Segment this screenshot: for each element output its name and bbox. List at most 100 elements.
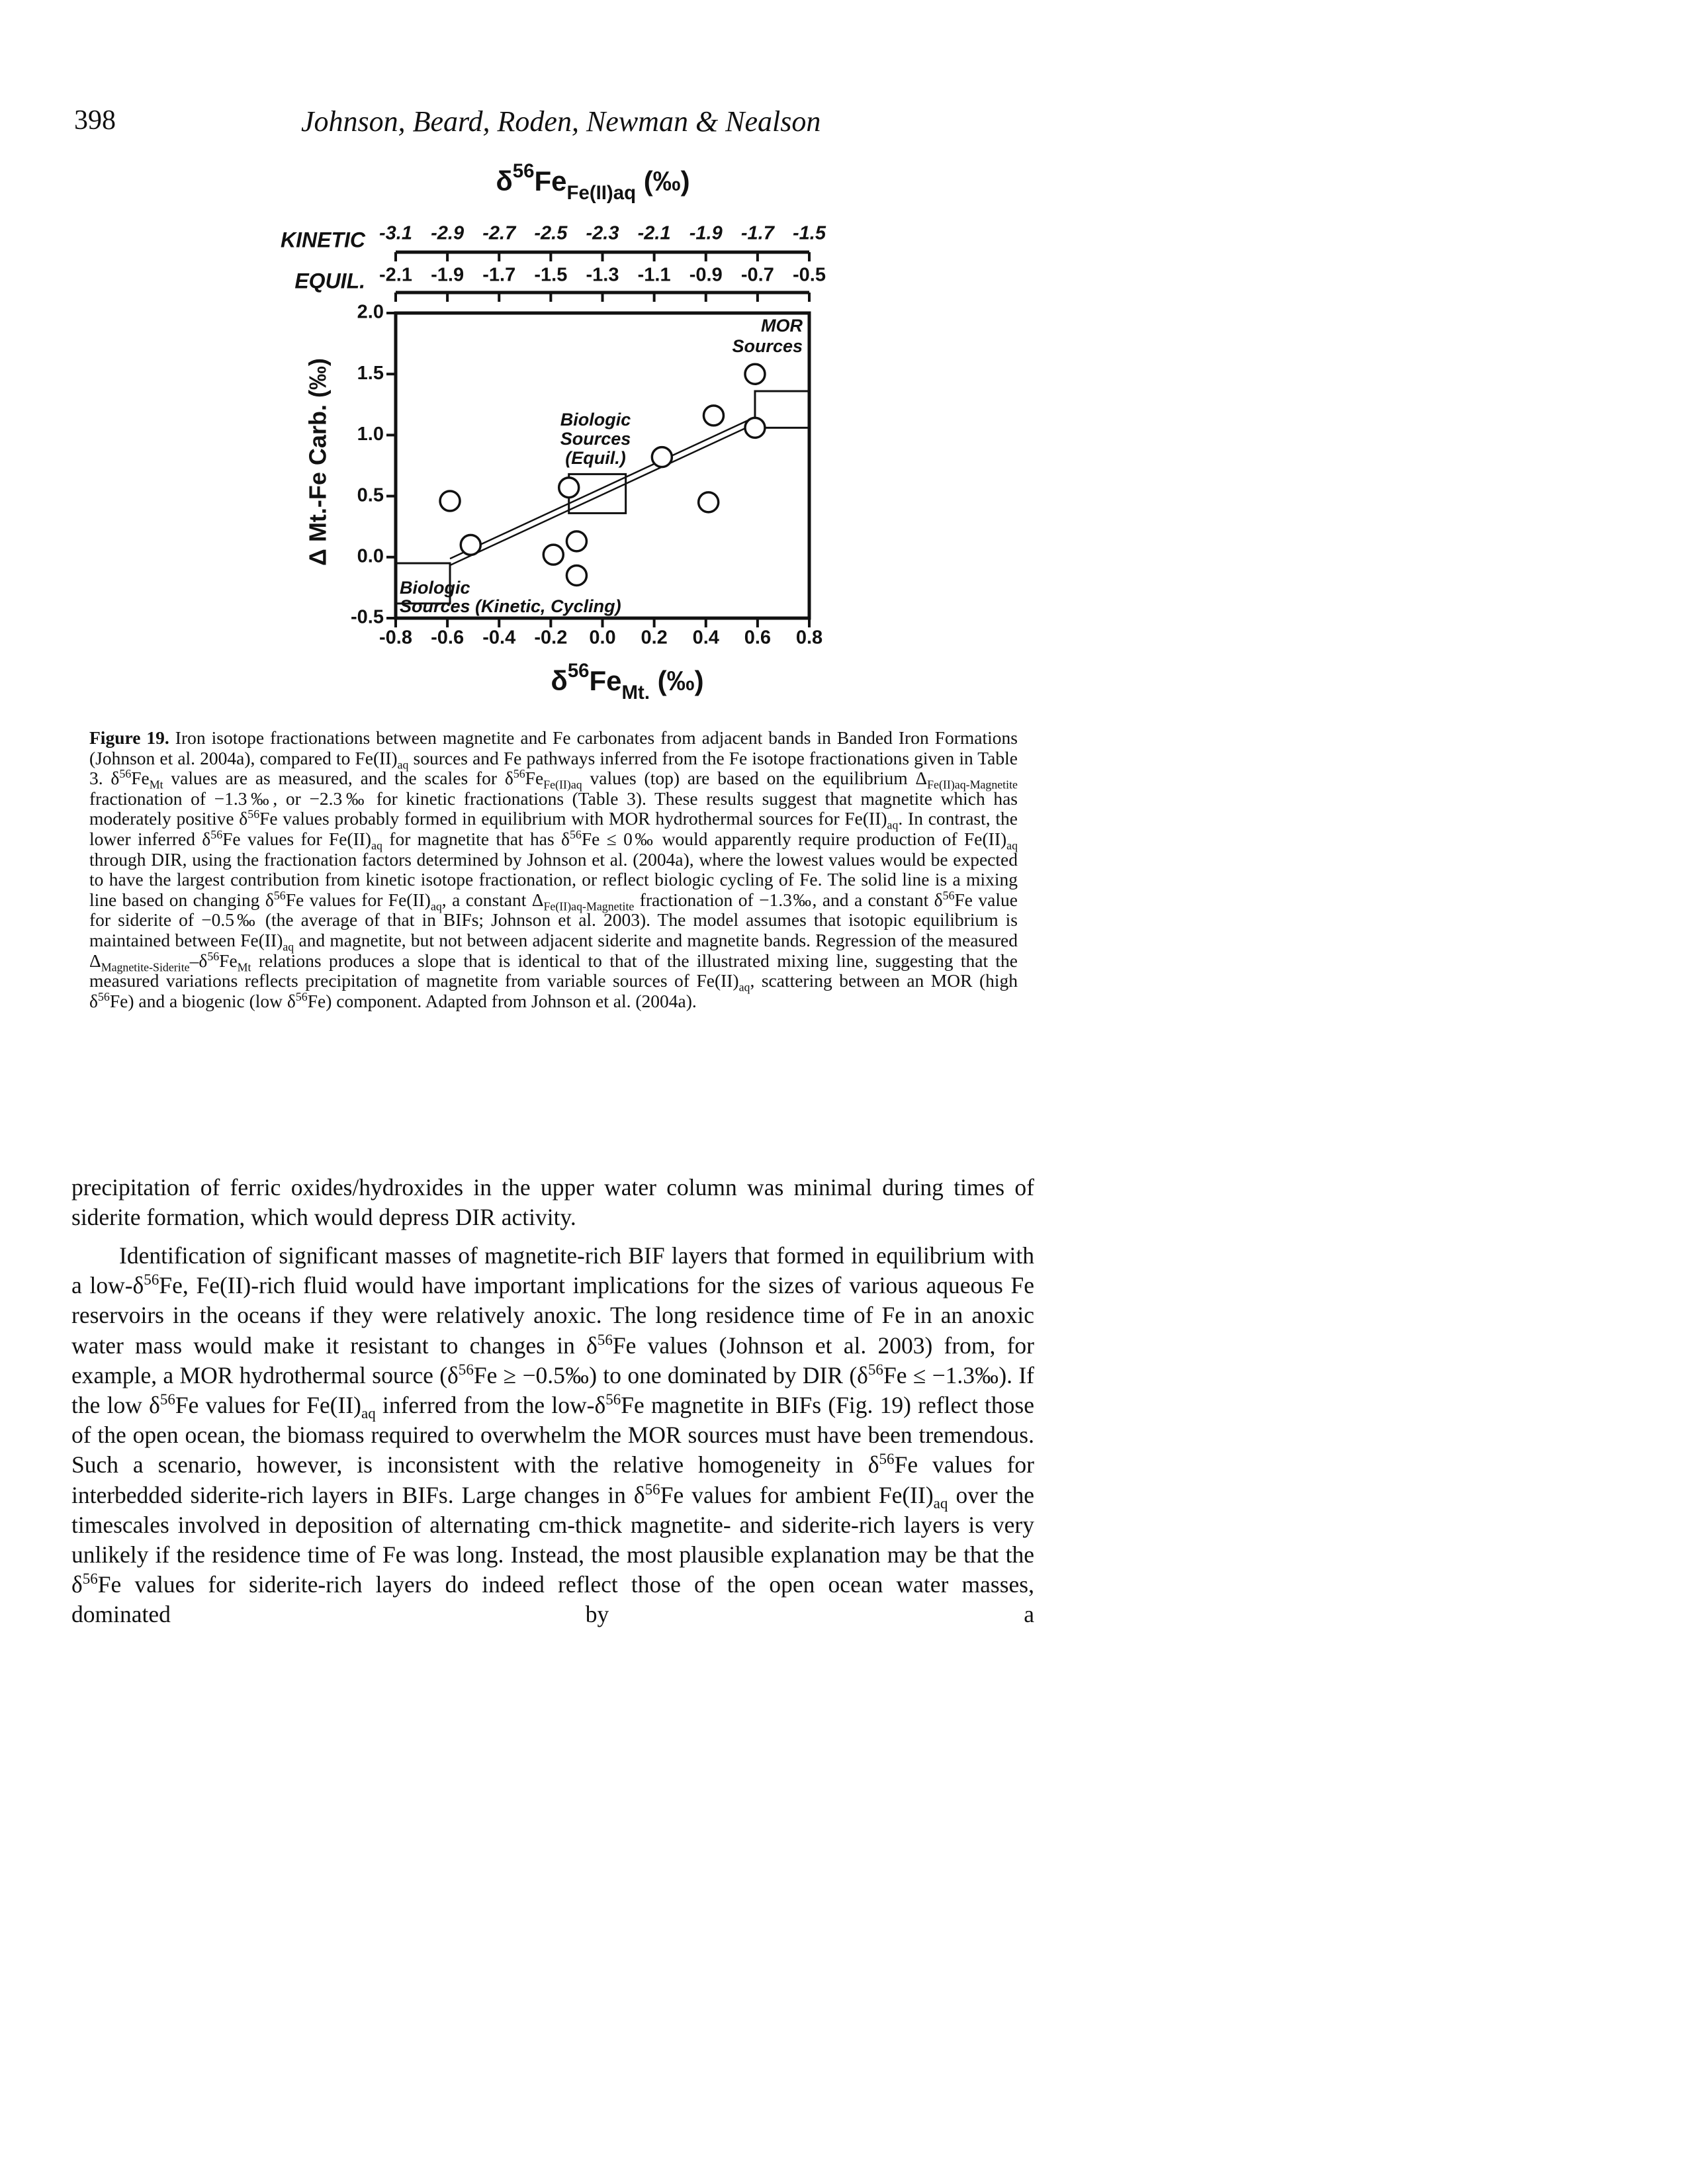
subscript: aq xyxy=(361,1404,376,1422)
superscript: 56 xyxy=(97,989,110,1003)
text-run: Fe ≥ −0.5‰) to one dominated by DIR (δ xyxy=(473,1361,868,1388)
y-axis-title: Δ Mt.-Fe Carb. (‰) xyxy=(304,358,332,566)
text-run: Fe values for Fe(II) xyxy=(222,828,372,849)
top-tick-label: -1.7 xyxy=(741,223,776,244)
y-tick-label: -0.5 xyxy=(351,607,384,628)
paragraph: Identification of significant masses of … xyxy=(71,1241,1034,1630)
x-tick-label: -0.6 xyxy=(431,627,464,649)
text-run: Fe values for Fe(II) xyxy=(285,889,431,910)
text-run: and magnetite, but not between adjacent … xyxy=(89,929,1018,971)
x-tick-label: -0.4 xyxy=(482,627,515,649)
annotation: MOR xyxy=(761,316,803,336)
top-tick-label: -1.9 xyxy=(689,223,723,244)
superscript: 56 xyxy=(82,1570,98,1588)
top-tick-label: -2.1 xyxy=(638,223,671,244)
data-point xyxy=(650,445,674,469)
superscript: 56 xyxy=(273,888,286,902)
text-run: fractionation of −1.3‰, and a constant δ xyxy=(634,889,943,910)
top-tick-label: -2.9 xyxy=(431,223,464,244)
text-run: . In contrast, the lower inferred δ xyxy=(89,808,1018,849)
figure-label: Figure 19. xyxy=(89,727,169,748)
annotation: Sources xyxy=(560,429,631,449)
top-tick-label: -2.1 xyxy=(379,265,412,286)
title-run: Fe xyxy=(535,165,567,197)
subscript: aq xyxy=(933,1494,948,1512)
mixing-line xyxy=(449,423,756,567)
text-run: sources and Fe pathways inferred from th… xyxy=(89,747,1018,789)
text-run: Fe) and a biogenic (low δ xyxy=(109,990,296,1011)
field-box xyxy=(754,390,811,429)
subscript: Mt xyxy=(149,778,163,792)
x-axis-title: δ56FeMt. (‰) xyxy=(551,660,703,704)
subscript: Fe(II)aq xyxy=(543,778,582,792)
title-run: 56 xyxy=(568,660,590,682)
title-run: (‰) xyxy=(636,165,690,197)
annotation: (Equil.) xyxy=(565,448,625,468)
x-tick-label: 0.4 xyxy=(693,627,719,649)
subscript: aq xyxy=(283,940,294,954)
text-run: , scattering between an MOR (high δ xyxy=(89,970,1018,1011)
text-run: Fe value for siderite of −0.5‰ (the aver… xyxy=(89,889,1018,950)
superscript: 56 xyxy=(644,1480,660,1498)
data-point xyxy=(459,533,482,557)
title-run: (‰) xyxy=(650,665,704,696)
title-run: Mt. xyxy=(622,682,650,704)
y-tick-label: 1.0 xyxy=(357,424,384,445)
data-point xyxy=(565,530,588,553)
text-run: precipitation of ferric oxides/hydroxide… xyxy=(71,1174,1034,1231)
subscript: Mt xyxy=(237,960,251,974)
y-tick-label: 0.0 xyxy=(357,545,384,567)
text-run: , a constant Δ xyxy=(441,889,544,910)
text-run: for magnetite that has δ xyxy=(382,828,570,849)
title-run: δ xyxy=(496,165,512,197)
top-tick-label: -3.1 xyxy=(379,223,412,244)
superscript: 56 xyxy=(605,1390,621,1408)
x-tick-label: -0.2 xyxy=(534,627,567,649)
chart: δ56FeFe(II)aq (‰)KINETIC -3.1 -2.9 -2.7 -2.5… xyxy=(281,160,826,704)
subscript: Magnetite-Siderite xyxy=(101,960,190,974)
subscript: Fe(II)aq-Magnetite xyxy=(543,899,635,913)
mixing-line xyxy=(449,416,756,560)
top-tick-label: -1.7 xyxy=(482,265,515,286)
text-run: Fe ≤ 0‰ would apparently require product… xyxy=(581,828,1007,849)
text-run: relations produces a slope that is ident… xyxy=(89,950,1018,991)
superscript: 56 xyxy=(942,888,955,902)
text-run: Fe values (Johnson et al. 2003) from, fo… xyxy=(71,1332,1035,1388)
subscript: aq xyxy=(1006,839,1018,852)
data-point xyxy=(702,404,725,427)
text-run: Fe values for Fe(II) xyxy=(175,1392,361,1419)
top-axis-title: δ56FeFe(II)aq (‰) xyxy=(496,160,689,204)
data-point xyxy=(744,363,766,385)
x-tick-label: 0.6 xyxy=(744,627,771,649)
subscript: aq xyxy=(397,758,409,772)
superscript: 56 xyxy=(513,767,525,781)
title-run: 56 xyxy=(513,160,535,182)
top-tick-label: -1.1 xyxy=(638,265,671,286)
data-point xyxy=(557,476,580,499)
text-run: fractionation of −1.3‰, or −2.3‰ for kin… xyxy=(89,788,1018,829)
top-tick-label: -2.5 xyxy=(534,223,568,244)
text-run: Fe xyxy=(219,950,238,971)
x-tick-label: -0.8 xyxy=(379,627,412,649)
superscript: 56 xyxy=(119,767,132,781)
data-point xyxy=(439,490,461,512)
annotation: Sources (Kinetic, Cycling) xyxy=(400,596,621,616)
figure-caption: Figure 19. Iron isotope fractionations b… xyxy=(89,727,1018,1011)
x-tick-label: 0.2 xyxy=(641,627,667,649)
text-run: inferred from the low-δ xyxy=(375,1392,606,1419)
subscript: aq xyxy=(738,980,750,994)
text-run: Fe values for ambient Fe(II) xyxy=(660,1481,934,1508)
y-tick-label: 2.0 xyxy=(357,302,384,323)
top-tick-label: -2.7 xyxy=(482,223,517,244)
superscript: 56 xyxy=(159,1390,175,1408)
text-run: through DIR, using the fractionation fac… xyxy=(89,848,1018,910)
x-tick-label: 0.8 xyxy=(796,627,822,649)
subscript: Fe(II)aq-Magnetite xyxy=(927,778,1018,792)
title-run: Fe xyxy=(590,665,622,696)
top-tick-label: -0.5 xyxy=(793,265,826,286)
text-run: Fe, Fe(II)-rich fluid would have importa… xyxy=(71,1272,1035,1359)
text-run: values (top) are based on the equilibriu… xyxy=(582,768,928,789)
top-tick-label: -0.9 xyxy=(689,265,723,286)
data-point xyxy=(697,491,720,514)
text-run: Fe ≤ −1.3‰). If the low δ xyxy=(71,1361,1035,1419)
